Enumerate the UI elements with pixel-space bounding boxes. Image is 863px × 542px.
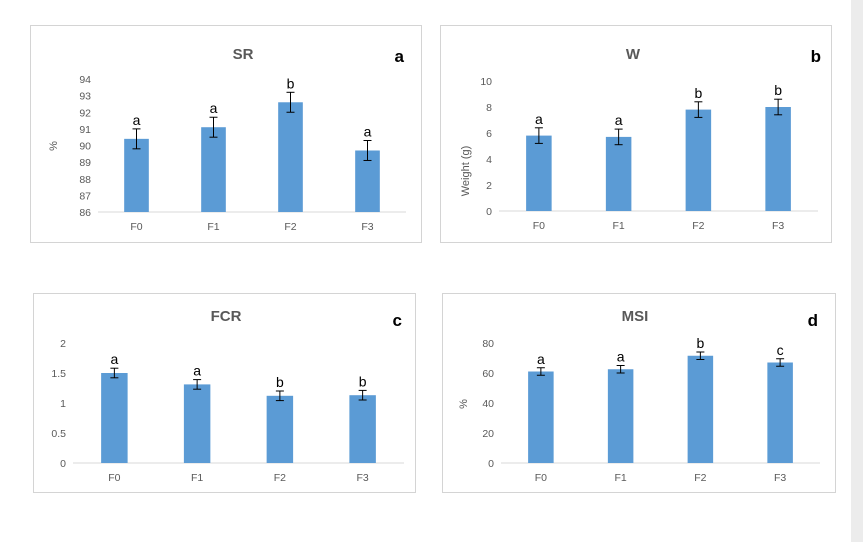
x-tick-label: F2: [274, 472, 286, 484]
sr-chart: SR a % 86 87 88 89 90 91 92 93 94 a F0 a F1 b F2 a F3: [48, 46, 406, 233]
x-tick-label: F0: [535, 472, 547, 484]
bar-f3: [349, 395, 376, 463]
significance-letter: a: [535, 111, 543, 127]
y-tick-label: 92: [79, 107, 91, 119]
bar-f2: [266, 395, 294, 463]
x-tick-label: F1: [614, 472, 626, 484]
significance-letter: b: [696, 335, 704, 351]
y-tick-label: 8: [486, 102, 492, 114]
y-tick-label: 1: [60, 398, 66, 410]
chart-title: W: [626, 46, 641, 63]
y-tick-label: 94: [79, 74, 91, 86]
bar-f0: [528, 371, 554, 463]
y-tick-label: 2: [486, 180, 492, 192]
x-tick-label: F0: [533, 220, 545, 232]
bar-f2: [685, 109, 712, 211]
y-tick-label: 0: [60, 458, 66, 470]
bar-f3: [767, 362, 793, 463]
significance-letter: a: [210, 100, 218, 116]
bar-f1: [605, 136, 632, 211]
bar-f1: [201, 127, 226, 212]
y-axis-label: %: [48, 141, 60, 151]
y-tick-label: 2: [60, 338, 66, 350]
panel-letter: c: [393, 311, 402, 330]
y-tick-label: 88: [79, 174, 91, 186]
significance-letter: a: [110, 351, 118, 367]
x-tick-label: F2: [694, 472, 706, 484]
right-edge-strip: [851, 0, 863, 542]
bar-f1: [183, 384, 211, 463]
y-tick-label: 4: [486, 154, 492, 166]
y-tick-label: 40: [482, 398, 494, 410]
y-axis-label: Weight (g): [460, 146, 472, 197]
y-tick-label: 90: [79, 141, 91, 153]
x-tick-label: F1: [612, 220, 624, 232]
x-tick-label: F3: [361, 221, 373, 233]
y-tick-label: 93: [79, 91, 91, 103]
panel-letter: b: [811, 47, 821, 66]
msi-chart: MSI d % 0 20 40 60 80 a F0 a F1 b F2 c F3: [458, 308, 820, 484]
x-tick-label: F2: [284, 221, 296, 233]
x-tick-label: F1: [191, 472, 203, 484]
x-tick-label: F0: [108, 472, 120, 484]
x-tick-label: F3: [772, 220, 784, 232]
y-tick-label: 91: [79, 124, 91, 136]
w-chart: W b Weight (g) 0 2 4 6 8 10 a F0 a F1 b F2 b F3: [460, 46, 821, 232]
y-tick-label: 0: [488, 458, 494, 470]
panel-letter: a: [395, 47, 405, 66]
chart-panel-msi: MSI d % 0 20 40 60 80 a F0 a F1 b F2 c F3: [442, 293, 836, 493]
chart-panel-sr: SR a % 86 87 88 89 90 91 92 93 94 a F0 a F1 b F2 a F3: [30, 25, 422, 243]
x-tick-label: F0: [130, 221, 142, 233]
significance-letter: a: [537, 351, 545, 367]
bar-f2: [278, 102, 303, 212]
y-tick-label: 10: [480, 76, 492, 88]
x-tick-label: F3: [356, 472, 368, 484]
fcr-chart: FCR c 0 0.5 1 1.5 2 a F0 a F1 b F2 b F3: [51, 308, 404, 484]
panel-letter: d: [808, 311, 818, 330]
bar-f0: [526, 135, 552, 211]
significance-letter: c: [777, 342, 784, 358]
y-tick-label: 1.5: [51, 368, 66, 380]
y-tick-label: 0: [486, 206, 492, 218]
bar-f0: [124, 138, 149, 212]
x-tick-label: F3: [774, 472, 786, 484]
significance-letter: a: [133, 112, 141, 128]
significance-letter: b: [359, 373, 367, 389]
bar-f3: [765, 107, 791, 211]
significance-letter: a: [193, 363, 201, 379]
y-tick-label: 20: [482, 428, 494, 440]
significance-letter: b: [276, 374, 284, 390]
significance-letter: a: [364, 124, 372, 140]
significance-letter: a: [617, 349, 625, 365]
bar-f0: [101, 373, 128, 463]
significance-letter: b: [287, 75, 295, 91]
y-tick-label: 6: [486, 128, 492, 140]
y-tick-label: 80: [482, 338, 494, 350]
significance-letter: b: [694, 85, 702, 101]
y-tick-label: 86: [79, 207, 91, 219]
chart-panel-fcr: FCR c 0 0.5 1 1.5 2 a F0 a F1 b F2 b F3: [33, 293, 416, 493]
chart-title: SR: [233, 46, 254, 63]
bar-f2: [687, 355, 714, 463]
y-axis-label: %: [458, 399, 470, 409]
y-tick-label: 0.5: [51, 428, 66, 440]
significance-letter: b: [774, 82, 782, 98]
chart-title: FCR: [211, 308, 242, 325]
chart-title: MSI: [622, 308, 649, 325]
chart-panel-w: W b Weight (g) 0 2 4 6 8 10 a F0 a F1 b F2 b F3: [440, 25, 832, 243]
y-tick-label: 89: [79, 157, 91, 169]
x-tick-label: F1: [207, 221, 219, 233]
y-tick-label: 60: [482, 368, 494, 380]
y-tick-label: 87: [79, 190, 91, 202]
bar-f1: [607, 369, 634, 463]
x-tick-label: F2: [692, 220, 704, 232]
significance-letter: a: [615, 112, 623, 128]
